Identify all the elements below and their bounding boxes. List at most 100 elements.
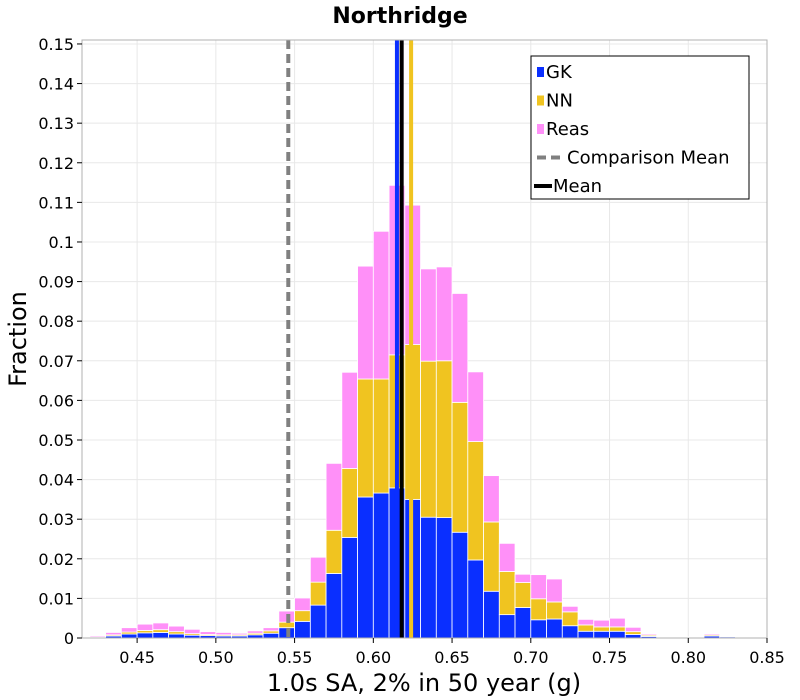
x-tick-label-5: 0.70 (513, 648, 549, 667)
x-tick-label-3: 0.60 (356, 648, 392, 667)
bar-gk-17 (357, 496, 374, 639)
bar-reas-39 (703, 633, 721, 636)
y-tick-label-4: 0.04 (38, 471, 74, 490)
bar-reas-29 (546, 578, 563, 603)
bar-reas-28 (530, 574, 547, 600)
bar-reas-7 (199, 631, 217, 635)
bar-nn-30 (561, 611, 579, 627)
x-axis-ticks: 0.45 0.50 0.55 0.60 0.65 0.70 0.75 0.80 0.85 (119, 638, 785, 667)
bar-reas-6 (183, 628, 201, 635)
bar-gk-31 (577, 630, 595, 639)
bar-reas-40 (719, 634, 736, 637)
bar-nn-17 (357, 378, 374, 498)
bar-reas-25 (483, 475, 500, 523)
bar-gk-11 (262, 632, 280, 639)
bar-reas-3 (136, 623, 154, 631)
legend-swatch-gk (537, 67, 544, 77)
bar-nn-26 (498, 571, 516, 616)
x-tick-label-1: 0.50 (198, 648, 234, 667)
bar-reas-24 (467, 371, 484, 442)
bar-reas-11 (262, 627, 280, 632)
bar-gk-21 (420, 516, 437, 639)
bar-reas-26 (498, 542, 516, 572)
bar-gk-18 (372, 492, 390, 639)
legend-box (530, 55, 750, 200)
legend-label-nn: NN (546, 91, 573, 112)
bar-nn-31 (577, 624, 595, 632)
legend-items: GK NN Reas Comparison Mean Mean (534, 62, 730, 197)
bar-reas-13 (294, 597, 311, 612)
x-axis-label: 1.0s SA, 2% in 50 year (g) (267, 669, 581, 697)
bar-nn-21 (420, 360, 437, 518)
bar-reas-17 (357, 265, 374, 380)
x-tick-label-6: 0.75 (592, 648, 628, 667)
y-tick-label-3: 0.03 (38, 510, 74, 529)
bar-reas-27 (514, 573, 532, 583)
bar-gk-32 (593, 630, 610, 639)
y-tick-label-2: 0.02 (38, 550, 74, 569)
bar-gk-5 (168, 633, 185, 639)
bar-reas-8 (215, 632, 232, 636)
bar-gk-25 (483, 590, 500, 639)
bar-reas-9 (231, 632, 248, 636)
bar-gk-33 (609, 630, 626, 639)
y-tick-label-6: 0.06 (38, 391, 74, 410)
bar-gk-14 (309, 604, 327, 639)
bar-nn-33 (609, 626, 626, 632)
bar-reas-36 (656, 635, 673, 637)
bar-reas-21 (420, 268, 437, 362)
bar-reas-35 (640, 633, 658, 636)
chart-title: Northridge (332, 4, 467, 29)
y-tick-label-9: 0.09 (38, 273, 74, 292)
bar-reas-2 (120, 627, 138, 633)
bar-gk-3 (136, 632, 154, 639)
x-tick-label-4: 0.65 (434, 648, 470, 667)
bar-gk-30 (561, 625, 579, 639)
x-tick-label-8: 0.85 (749, 648, 785, 667)
bar-reas-1 (105, 632, 122, 636)
bar-gk-28 (530, 619, 547, 639)
y-tick-label-0: 0 (64, 629, 74, 648)
x-tick-label-2: 0.55 (277, 648, 313, 667)
bar-gk-22 (435, 517, 453, 639)
bar-reas-30 (561, 605, 579, 613)
bar-nn-29 (546, 601, 563, 620)
y-tick-label-12: 0.12 (38, 154, 74, 173)
bar-nn-24 (467, 441, 484, 561)
y-tick-label-8: 0.08 (38, 312, 74, 331)
bar-gk-23 (451, 531, 469, 639)
bar-nn-27 (514, 582, 532, 608)
bar-reas-10 (246, 630, 264, 634)
x-tick-label-7: 0.80 (670, 648, 706, 667)
bar-reas-14 (309, 556, 327, 583)
x-tick-label-0: 0.45 (119, 648, 155, 667)
y-tick-label-10: 0.1 (49, 233, 74, 252)
legend-label-gk: GK (546, 62, 573, 83)
bar-nn-13 (294, 610, 311, 622)
y-tick-label-5: 0.05 (38, 431, 74, 450)
bar-gk-29 (546, 618, 563, 639)
bar-gk-26 (498, 614, 516, 639)
legend-swatch-reas (537, 124, 544, 134)
bars (89, 184, 752, 639)
y-tick-label-1: 0.01 (38, 589, 74, 608)
bar-nn-16 (341, 468, 358, 538)
bar-nn-23 (451, 401, 469, 533)
y-tick-label-15: 0.15 (38, 35, 74, 54)
y-axis-label: Fraction (4, 291, 32, 387)
bar-gk-2 (120, 633, 138, 639)
bar-gk-24 (467, 559, 484, 639)
bar-nn-32 (593, 626, 610, 632)
bar-reas-23 (451, 293, 469, 403)
bar-reas-22 (435, 266, 453, 362)
bar-nn-15 (325, 529, 343, 574)
bar-reas-33 (609, 617, 626, 628)
legend-label-mean: Mean (553, 176, 602, 197)
bar-gk-34 (624, 634, 642, 639)
y-tick-label-14: 0.14 (38, 75, 74, 94)
legend-swatch-nn (537, 95, 544, 106)
bar-reas-5 (168, 625, 185, 633)
bar-gk-27 (514, 607, 532, 639)
bar-gk-13 (294, 620, 311, 639)
